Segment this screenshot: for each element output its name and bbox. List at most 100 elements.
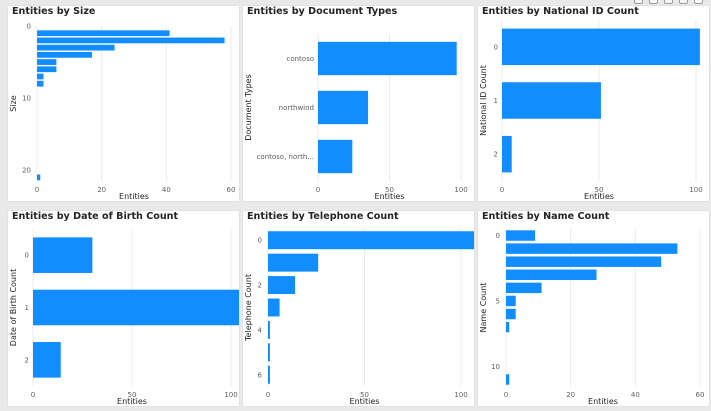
x-tick-label: 50 [595, 186, 604, 194]
bar [506, 230, 536, 241]
more-options-icon[interactable] [694, 0, 703, 4]
chart-title: Entities by Document Types [247, 6, 398, 17]
y-tick-label: 10 [491, 363, 500, 371]
chart-document-types: 0 50 100 Entities Document Types contoso north… [244, 34, 468, 201]
bar [502, 28, 700, 66]
panel-date-of-birth[interactable]: Entities by Date of Birth Count 0 50 100 En… [8, 211, 239, 406]
bar [506, 269, 597, 281]
bar [268, 231, 474, 250]
bar [506, 374, 510, 385]
y-tick-label: northwind [279, 104, 314, 112]
chart-title: Entities by Telephone Count [247, 211, 399, 222]
bar [33, 342, 61, 378]
bar [506, 282, 542, 294]
pin-icon[interactable] [634, 0, 643, 4]
y-tick-label: 6 [258, 371, 263, 379]
x-tick-label: 0 [35, 186, 39, 194]
x-tick-label: 60 [696, 391, 705, 399]
x-axis-title: Entities [375, 192, 405, 201]
x-tick-label: 50 [128, 391, 137, 399]
chart-national-id: 0 50 100 Entities National ID Count 0 1 2 [479, 20, 703, 201]
bar [268, 320, 270, 339]
x-tick-label: 0 [266, 391, 270, 399]
y-tick-label: 0 [25, 252, 29, 260]
x-axis-title: Entities [350, 397, 380, 406]
bar [506, 295, 516, 307]
y-tick-label: 2 [494, 151, 498, 159]
x-tick-label: 0 [316, 186, 320, 194]
bar [37, 73, 44, 80]
chart-telephone: 0 50 100 Entities Telephone Count 0 2 4 6 [244, 229, 474, 406]
x-tick-label: 0 [31, 391, 35, 399]
copy-icon[interactable] [649, 0, 658, 4]
bar [318, 90, 369, 125]
y-tick-label: 5 [496, 297, 500, 305]
chart-title: Entities by National ID Count [482, 6, 639, 17]
panel-size[interactable]: Entities by Size 0 20 40 60 Entities Size 0 10 2… [8, 6, 239, 201]
y-axis-title: Document Types [244, 74, 253, 141]
bar [268, 298, 280, 317]
bar [37, 51, 92, 58]
y-tick-label: 0 [496, 232, 500, 240]
bar [502, 135, 512, 173]
y-tick-label: 4 [258, 326, 263, 334]
y-tick-label: 0 [494, 43, 498, 51]
focus-mode-icon[interactable] [679, 0, 688, 4]
y-axis-title: National ID Count [479, 65, 488, 136]
visual-header-icons [634, 0, 703, 5]
x-tick-label: 20 [566, 391, 575, 399]
bar [268, 253, 319, 272]
bar [37, 37, 225, 44]
y-tick-label: 1 [494, 97, 498, 105]
bar [506, 243, 678, 254]
x-axis-title: Entities [588, 397, 618, 406]
x-tick-label: 0 [504, 391, 508, 399]
bar [502, 82, 601, 119]
bar [506, 308, 516, 320]
x-tick-label: 0 [500, 186, 504, 194]
y-axis-title: Size [9, 95, 18, 112]
chart-title: Entities by Name Count [482, 211, 610, 222]
bar [37, 66, 57, 73]
panel-national-id[interactable]: Entities by National ID Count 0 50 100 Enti… [478, 6, 709, 201]
y-tick-label: 0 [27, 23, 31, 31]
bar [37, 30, 170, 37]
x-tick-label: 60 [227, 186, 236, 194]
bar [37, 59, 57, 65]
bar [268, 276, 296, 295]
bar [37, 80, 44, 87]
x-tick-label: 100 [224, 391, 237, 399]
panel-document-types[interactable]: Entities by Document Types 0 50 100 Entitie… [243, 6, 474, 201]
x-tick-label: 100 [689, 186, 702, 194]
bar [33, 289, 239, 326]
x-tick-label: 50 [385, 186, 394, 194]
chart-date-of-birth: 0 50 100 Entities Date of Birth Count 0 1 2 [9, 229, 239, 406]
panel-name[interactable]: Entities by Name Count 0 20 40 60 Entities Na… [478, 211, 709, 406]
chart-name: 0 20 40 60 Entities Name Count 0 5 10 [479, 229, 705, 406]
bar [268, 343, 270, 362]
x-tick-label: 50 [360, 391, 369, 399]
panel-telephone[interactable]: Entities by Telephone Count 0 50 100 Entiti… [243, 211, 474, 406]
x-axis-title: Entities [584, 192, 614, 201]
chart-title: Entities by Size [12, 6, 96, 17]
x-tick-label: 20 [97, 186, 106, 194]
filter-icon[interactable] [664, 0, 673, 4]
x-tick-label: 100 [454, 186, 467, 194]
y-tick-label: contoso [286, 55, 314, 63]
x-tick-label: 100 [454, 391, 467, 399]
bar [37, 174, 41, 181]
chart-title: Entities by Date of Birth Count [12, 211, 179, 222]
bar [318, 139, 353, 174]
y-axis-title: Name Count [479, 283, 488, 333]
bar [506, 256, 662, 267]
y-tick-label: 2 [258, 282, 262, 290]
y-tick-label: 1 [25, 304, 29, 312]
bar [506, 321, 510, 333]
y-axis-title: Date of Birth Count [9, 269, 18, 346]
bar [318, 41, 457, 76]
bar [37, 44, 115, 51]
x-tick-label: 40 [162, 186, 171, 194]
x-axis-title: Entities [117, 397, 147, 406]
bar [33, 237, 93, 273]
y-tick-label: 20 [22, 167, 31, 175]
